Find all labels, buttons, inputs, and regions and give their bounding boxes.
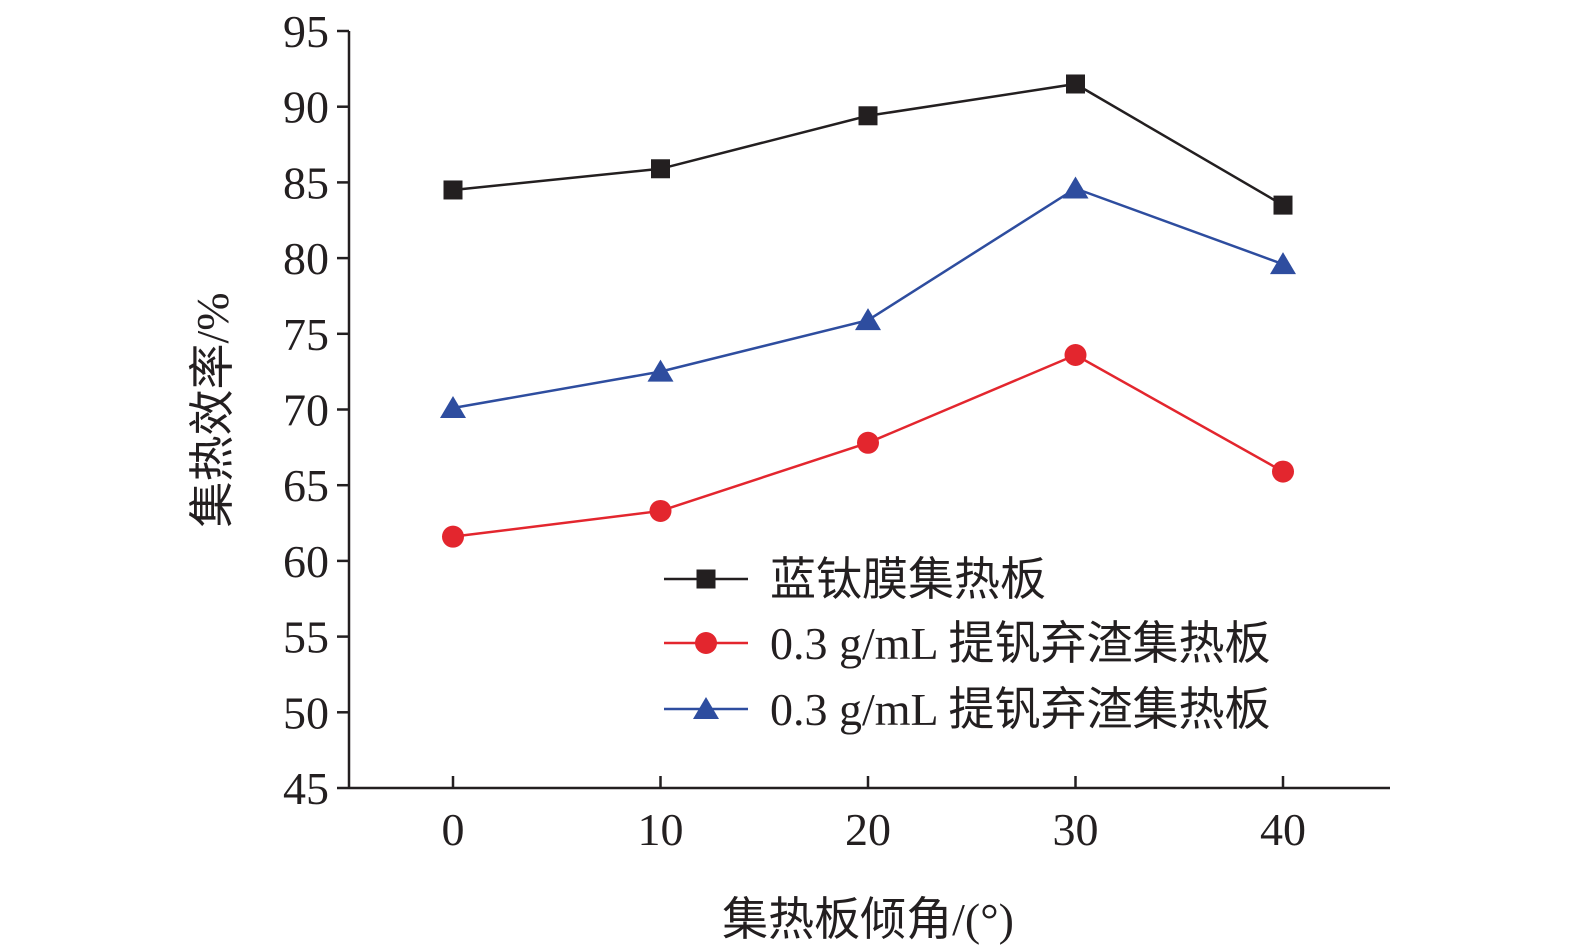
legend-marker: [693, 697, 719, 719]
x-tick-label: 0: [442, 804, 465, 855]
y-tick-label: 55: [283, 612, 329, 663]
data-point: [649, 499, 672, 522]
y-tick-label: 85: [283, 157, 329, 208]
x-tick-label: 40: [1260, 804, 1306, 855]
x-tick-label: 20: [845, 804, 891, 855]
data-point: [1273, 195, 1293, 215]
series-group: [440, 74, 1296, 548]
y-tick-label: 45: [283, 763, 329, 814]
legend-label: 0.3 g/mL 提钒弃渣集热板: [770, 684, 1270, 735]
data-point: [1062, 176, 1089, 199]
data-point: [1272, 460, 1294, 483]
data-point: [1064, 343, 1087, 366]
series-2: [442, 343, 1294, 548]
data-point: [443, 180, 463, 200]
y-tick-label: 90: [283, 82, 329, 133]
legend-marker: [696, 569, 716, 589]
legend-marker: [695, 632, 717, 654]
legend-label: 蓝钛膜集热板: [770, 554, 1046, 605]
legend-item: 0.3 g/mL 提钒弃渣集热板: [664, 684, 1270, 735]
data-point: [1270, 252, 1296, 275]
legend-item: 蓝钛膜集热板: [664, 554, 1046, 605]
legend-label: 0.3 g/mL 提钒弃渣集热板: [770, 618, 1270, 669]
y-tick-label: 95: [283, 6, 329, 57]
data-point: [647, 359, 674, 382]
x-ticks: 0 10 20 30 40: [442, 776, 1306, 855]
legend-item: 0.3 g/mL 提钒弃渣集热板: [664, 618, 1270, 669]
x-tick-label: 30: [1053, 804, 1099, 855]
series-1: [443, 74, 1293, 215]
data-point: [440, 395, 466, 418]
data-point: [651, 159, 670, 179]
y-tick-label: 50: [283, 687, 329, 738]
axes: [347, 31, 1390, 790]
y-axis-title: 集热效率/%: [187, 292, 238, 527]
x-tick-label: 10: [638, 804, 684, 855]
y-tick-label: 80: [283, 233, 329, 284]
x-axis-title: 集热板倾角/(°): [722, 894, 1014, 945]
y-tick-label: 65: [283, 460, 329, 511]
data-point: [858, 106, 878, 126]
series-3: [440, 176, 1296, 418]
legend: 蓝钛膜集热板 0.3 g/mL 提钒弃渣集热板 0.3 g/mL 提钒弃渣集热板: [664, 554, 1270, 735]
data-point: [1066, 74, 1085, 94]
series-line: [452, 187, 1284, 410]
y-tick-label: 60: [283, 536, 329, 587]
y-tick-label: 70: [283, 385, 329, 436]
data-point: [855, 308, 881, 331]
data-point: [857, 431, 879, 454]
series-line: [452, 82, 1284, 207]
y-ticks: 45 50 55 60 65 70 75 80 85 90 95: [283, 6, 349, 814]
data-point: [442, 525, 464, 548]
y-tick-label: 75: [283, 309, 329, 360]
